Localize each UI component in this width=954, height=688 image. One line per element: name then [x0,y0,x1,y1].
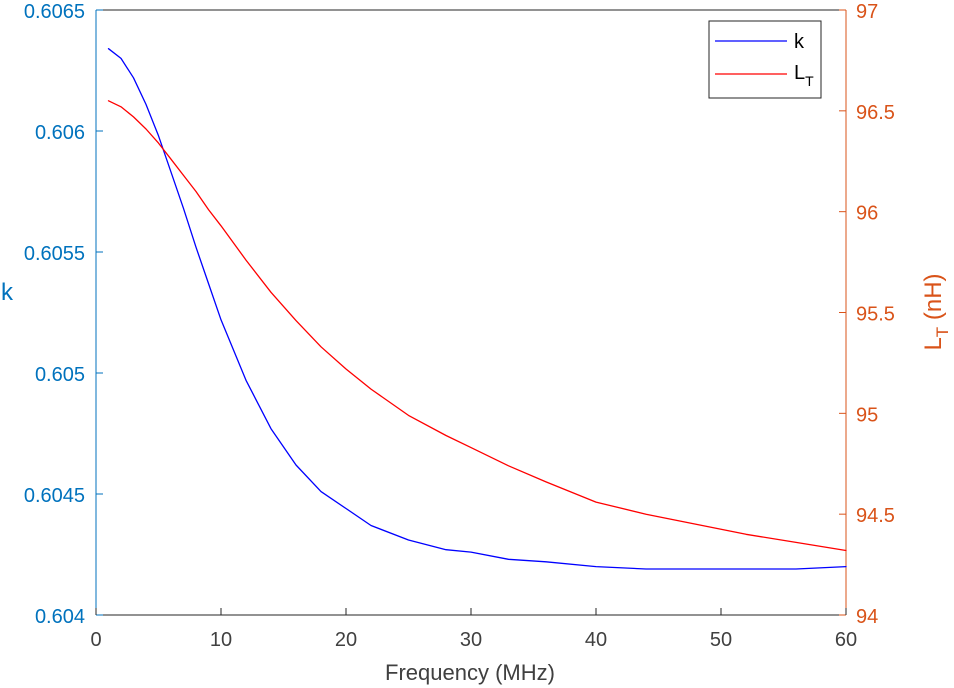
series-line-k [107,48,847,570]
left-tick-label: 0.606 [35,122,85,144]
right-axis: 94 94.5 95 95.5 96 96.5 97 [839,1,895,628]
right-axis-label: LT (nH) [920,273,952,350]
right-tick-label: 96 [856,203,878,225]
legend-entry-lt-main: L [794,62,805,84]
x-tick-label: 50 [710,629,732,651]
right-tick-label: 96.5 [856,102,895,124]
legend-box [708,20,822,99]
series-line-lt [107,100,847,552]
right-tick-label: 95.5 [856,304,895,326]
x-axis: 0 10 20 30 40 50 60 [90,608,857,651]
x-tick-label: 40 [585,629,607,651]
x-axis-label: Frequency (MHz) [385,660,555,685]
left-tick-label: 0.604 [35,606,85,628]
left-axis-label: k [1,279,14,306]
right-axis-label-main: L [920,337,947,350]
axes-frame [95,9,847,616]
legend-entry-lt: LT [794,62,814,89]
x-tick-label: 20 [335,629,357,651]
legend-entry-lt-sub: T [805,73,814,89]
x-tick-label: 0 [90,629,101,651]
right-axis-label-sub: T [933,327,952,337]
right-axis-label-unit: (nH) [920,273,947,326]
plot-area [107,48,847,570]
left-tick-label: 0.6065 [24,1,85,23]
right-tick-label: 97 [856,1,878,23]
legend-entry-k-main: k [794,31,805,53]
legend-entry-k: k [794,31,805,53]
left-tick-label: 0.605 [35,364,85,386]
left-tick-label: 0.6045 [24,485,85,507]
x-tick-label: 60 [835,629,857,651]
right-tick-label: 94.5 [856,505,895,527]
legend: k LT [708,20,822,99]
x-tick-label: 10 [210,629,232,651]
x-tick-label: 30 [460,629,482,651]
right-tick-label: 94 [856,606,878,628]
left-tick-label: 0.6055 [24,243,85,265]
left-axis: 0.604 0.6045 0.605 0.6055 0.606 0.6065 [24,1,103,628]
right-tick-label: 95 [856,404,878,426]
